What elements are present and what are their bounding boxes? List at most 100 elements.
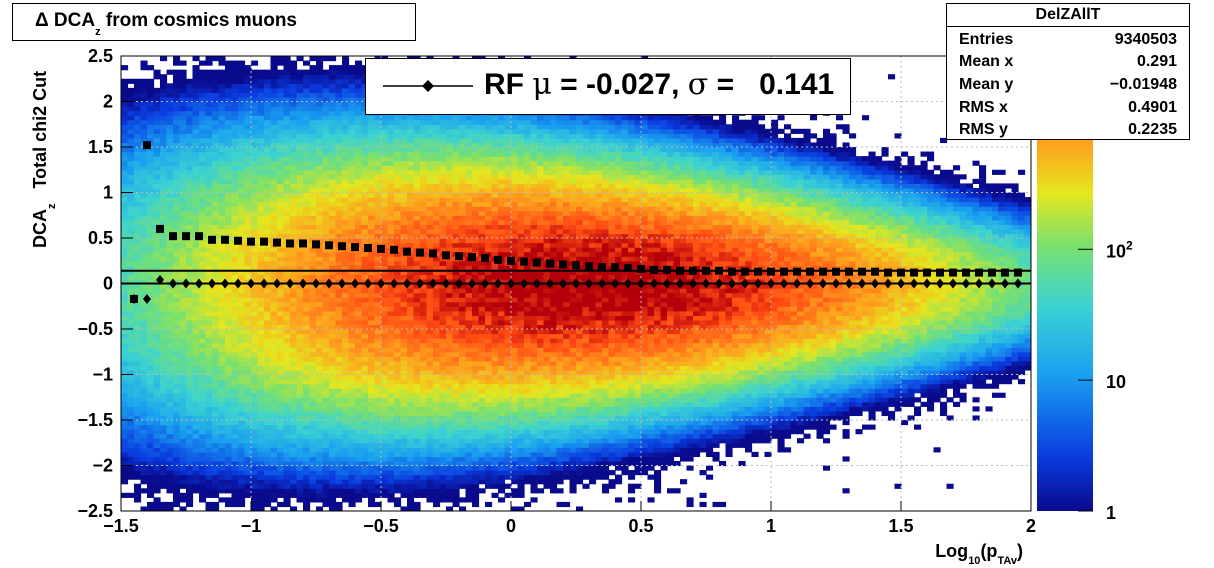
heatmap-cell (296, 83, 304, 89)
heatmap-cell (134, 397, 142, 403)
heatmap-cell (342, 78, 350, 84)
heatmap-cell (439, 460, 447, 467)
heatmap-cell (381, 174, 389, 180)
heatmap-cell (225, 456, 233, 462)
heatmap-cell (147, 470, 155, 476)
heatmap-cell (212, 83, 220, 89)
heatmap-cell (374, 479, 382, 485)
heatmap-cell (257, 447, 265, 453)
heatmap-cell (381, 324, 389, 330)
heatmap-cell (127, 238, 135, 244)
heatmap-cell (147, 397, 155, 403)
heatmap-cell (439, 242, 447, 248)
heatmap-cell (361, 474, 369, 480)
heatmap-cell (257, 269, 265, 275)
heatmap-cell (413, 451, 421, 457)
heatmap-cell (368, 174, 376, 180)
heatmap-cell (316, 147, 324, 153)
heatmap-cell (212, 215, 220, 221)
heatmap-cell (264, 260, 272, 266)
heatmap-cell (212, 87, 220, 93)
heatmap-cell (218, 465, 226, 471)
heatmap-cell (394, 124, 402, 130)
heatmap-cell (309, 433, 317, 439)
heatmap-cell (140, 351, 148, 357)
heatmap-cell (296, 479, 304, 485)
heatmap-cell (407, 178, 415, 184)
heatmap-cell (212, 292, 220, 298)
heatmap-cell (439, 233, 447, 239)
heatmap-cell (420, 324, 428, 330)
heatmap-cell (257, 356, 265, 362)
heatmap-cell (452, 260, 460, 266)
heatmap-cell (439, 306, 447, 312)
heatmap-cell (446, 392, 454, 398)
heatmap-cell (283, 110, 291, 116)
heatmap-cell (238, 156, 246, 162)
heatmap-cell (238, 206, 246, 212)
heatmap-cell (270, 429, 278, 435)
heatmap-cell (329, 133, 337, 139)
heatmap-cell (400, 451, 408, 457)
heatmap-cell (160, 451, 168, 457)
heatmap-cell (166, 201, 174, 207)
heatmap-cell (407, 456, 415, 462)
heatmap-cell (309, 228, 317, 235)
heatmap-cell (309, 324, 317, 330)
heatmap-cell (225, 92, 233, 98)
heatmap-cell (361, 260, 369, 266)
heatmap-cell (199, 197, 207, 203)
heatmap-cell (374, 465, 382, 471)
heatmap-cell (121, 210, 129, 216)
heatmap-cell (452, 351, 460, 357)
heatmap-cell (186, 333, 194, 339)
heatmap-cell (199, 497, 207, 503)
heatmap-cell (270, 465, 278, 471)
heatmap-cell (166, 460, 174, 467)
heatmap-cell (420, 470, 428, 476)
heatmap-cell (205, 274, 213, 280)
heatmap-cell (283, 351, 291, 357)
heatmap-cell (309, 288, 317, 294)
heatmap-cell (244, 78, 252, 84)
heatmap-cell (355, 92, 363, 98)
heatmap-cell (394, 319, 402, 326)
heatmap-cell (433, 278, 441, 285)
heatmap-cell (192, 324, 200, 330)
heatmap-cell (238, 410, 246, 417)
heatmap-cell (264, 119, 272, 125)
heatmap-cell (361, 174, 369, 180)
heatmap-cell (426, 128, 434, 134)
heatmap-cell (205, 124, 213, 130)
heatmap-cell (218, 301, 226, 307)
heatmap-cell (166, 228, 174, 235)
heatmap-cell (283, 424, 291, 430)
heatmap-cell (355, 456, 363, 462)
heatmap-cell (160, 101, 168, 107)
heatmap-cell (147, 169, 155, 175)
heatmap-cell (413, 374, 421, 380)
heatmap-cell (452, 197, 460, 203)
heatmap-cell (199, 429, 207, 435)
heatmap-cell (426, 269, 434, 275)
heatmap-cell (147, 501, 155, 508)
heatmap-cell (446, 247, 454, 253)
heatmap-cell (121, 101, 129, 107)
heatmap-cell (335, 451, 343, 457)
heatmap-cell (160, 128, 168, 134)
heatmap-cell (355, 233, 363, 239)
heatmap-cell (335, 429, 343, 435)
heatmap-cell (153, 210, 161, 216)
heatmap-cell (446, 206, 454, 212)
heatmap-cell (179, 151, 187, 157)
heatmap-cell (264, 247, 272, 253)
heatmap-cell (394, 356, 402, 362)
heatmap-cell (153, 369, 161, 376)
heatmap-cell (439, 288, 447, 294)
heatmap-cell (270, 92, 278, 98)
heatmap-cell (251, 347, 259, 353)
heatmap-cell (446, 351, 454, 357)
heatmap-cell (322, 483, 330, 489)
heatmap-cell (374, 360, 382, 366)
heatmap-cell (355, 101, 363, 107)
